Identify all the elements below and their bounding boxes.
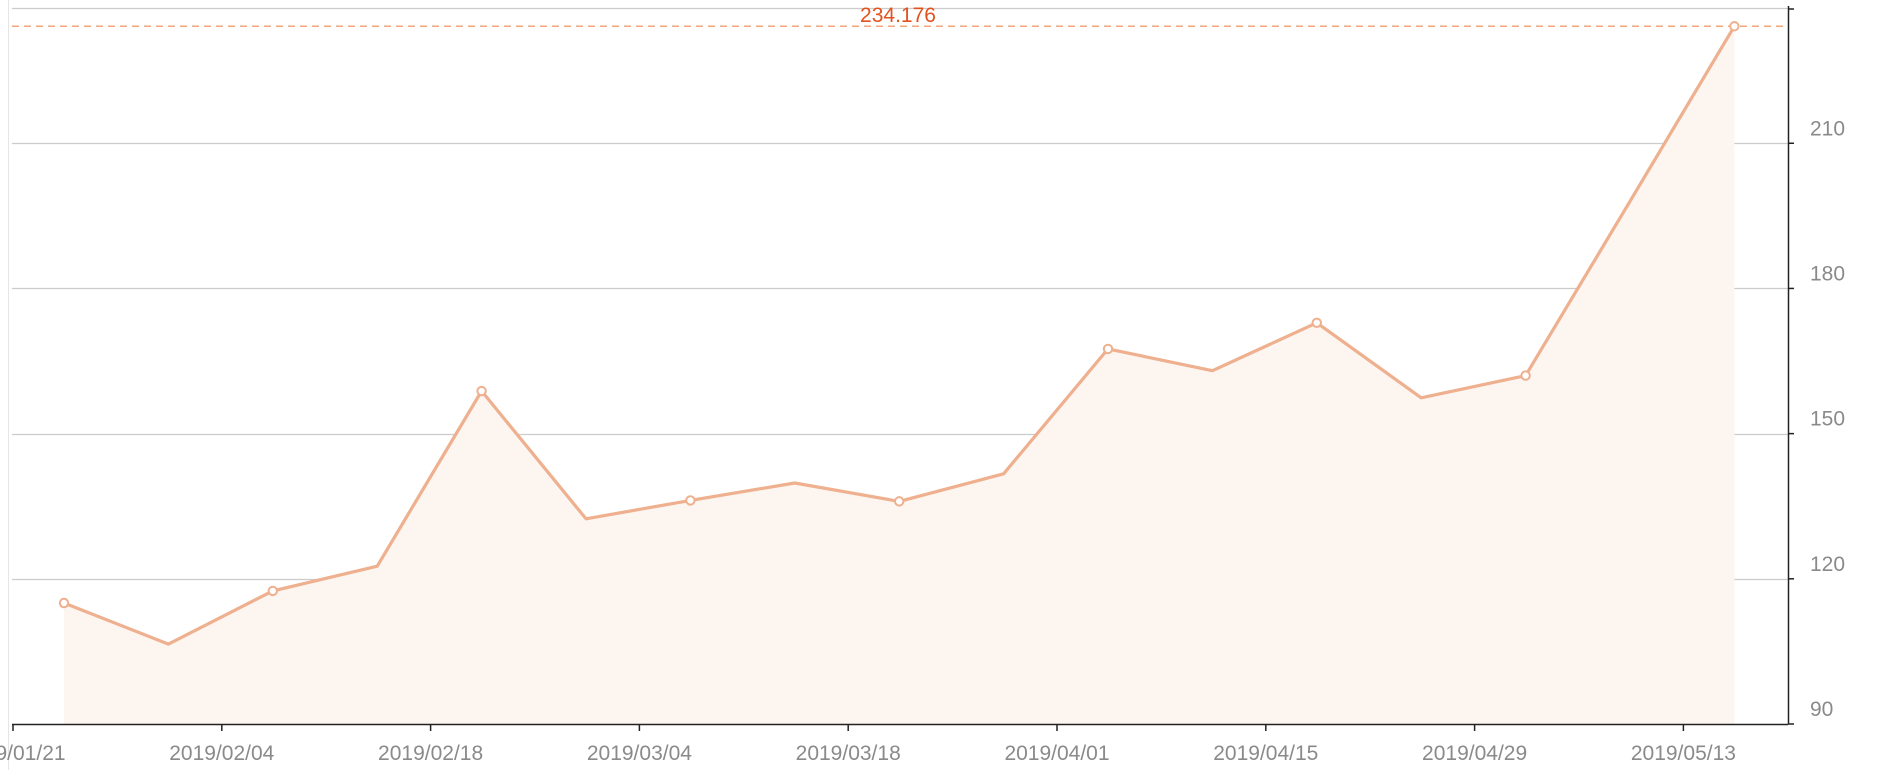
data-point-marker[interactable] — [894, 496, 905, 507]
y-tick-label: 210 — [1810, 117, 1845, 140]
x-tick-label: 2019/02/04 — [169, 742, 274, 765]
y-tick-label: 180 — [1810, 262, 1845, 285]
x-tick-label: 2019/01/21 — [0, 742, 66, 765]
data-point-marker[interactable] — [267, 585, 278, 597]
y-tick-label: 90 — [1810, 698, 1833, 721]
x-tick-labels: 2019/01/21 2019/02/04 2019/02/18 2019/03/04… — [0, 742, 1736, 765]
x-tick-label: 2019/03/04 — [587, 742, 692, 765]
data-point-marker[interactable] — [58, 597, 70, 609]
data-point-marker[interactable] — [1102, 343, 1114, 355]
y-tick-label: 150 — [1810, 408, 1845, 431]
x-tick-label: 2019/04/15 — [1213, 742, 1318, 765]
y-tick-labels: 90 120 150 180 210 — [1810, 117, 1845, 721]
data-point-marker[interactable] — [476, 385, 487, 397]
x-tick-label: 2019/02/18 — [378, 742, 483, 765]
axes — [8, 0, 1794, 770]
y-tick-label: 120 — [1810, 553, 1845, 576]
data-point-marker[interactable] — [685, 495, 696, 506]
data-point-marker[interactable] — [1520, 370, 1531, 381]
x-tick-label: 2019/05/13 — [1631, 742, 1736, 765]
data-point-marker[interactable] — [1729, 21, 1740, 32]
x-tick-label: 2019/04/01 — [1004, 742, 1109, 765]
x-tick-label: 2019/03/18 — [796, 742, 901, 765]
series-area — [64, 26, 1735, 724]
x-tick-label: 2019/04/29 — [1422, 742, 1527, 765]
reference-line-label: 234.176 — [860, 4, 936, 27]
data-markers — [58, 21, 1740, 609]
data-point-marker[interactable] — [1311, 317, 1323, 328]
